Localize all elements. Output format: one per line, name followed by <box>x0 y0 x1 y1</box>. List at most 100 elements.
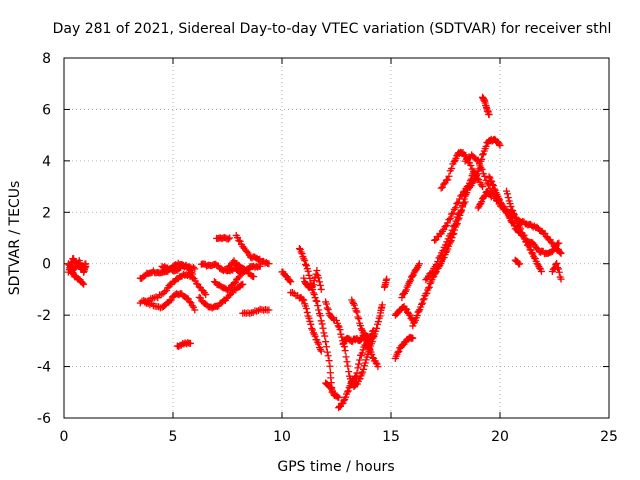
data-point <box>476 160 484 168</box>
data-point <box>554 264 562 272</box>
data-point <box>300 296 308 304</box>
data-point <box>302 260 310 268</box>
data-point <box>343 358 351 366</box>
data-point <box>306 274 314 282</box>
data-point <box>556 249 564 257</box>
data-point <box>356 322 364 330</box>
data-point <box>183 294 191 302</box>
data-point <box>395 347 403 355</box>
data-point <box>322 338 330 346</box>
data-point <box>437 184 445 192</box>
data-point <box>480 192 488 200</box>
y-tick-label: -6 <box>37 411 51 427</box>
data-point <box>286 277 294 285</box>
data-point <box>316 312 324 320</box>
data-point <box>315 340 323 348</box>
data-point <box>315 306 323 314</box>
data-point <box>360 365 368 373</box>
data-point <box>541 230 549 238</box>
data-point <box>265 260 273 268</box>
data-point <box>496 141 504 149</box>
data-point <box>357 325 365 333</box>
data-point <box>299 295 307 303</box>
data-point <box>310 291 318 299</box>
data-point <box>350 301 358 309</box>
data-point <box>444 235 452 243</box>
data-point <box>311 294 319 302</box>
data-point <box>323 304 331 312</box>
data-point <box>495 194 503 202</box>
data-point <box>305 271 313 279</box>
x-tick-label: 10 <box>273 429 291 445</box>
chart-title: Day 281 of 2021, Sidereal Day-to-day VTE… <box>53 21 612 37</box>
data-point <box>256 262 264 270</box>
data-point <box>352 307 360 315</box>
data-point <box>202 291 210 299</box>
data-point <box>528 249 536 257</box>
data-point <box>448 210 456 218</box>
data-point <box>485 173 493 181</box>
data-point <box>230 279 238 287</box>
data-point <box>355 315 363 323</box>
data-point <box>359 329 367 337</box>
data-point <box>446 214 454 222</box>
data-point <box>324 352 332 360</box>
data-point <box>439 247 447 255</box>
data-point <box>310 277 318 285</box>
data-point <box>467 162 475 169</box>
data-point <box>516 225 524 233</box>
data-point <box>374 363 382 371</box>
data-point <box>343 388 351 396</box>
data-point <box>82 262 90 270</box>
data-point <box>361 333 369 341</box>
x-tick-label: 20 <box>491 429 509 445</box>
data-point <box>317 347 325 355</box>
data-point <box>250 273 258 281</box>
y-tick-label: 4 <box>42 154 51 170</box>
data-point <box>334 322 342 330</box>
x-tick-label: 0 <box>60 429 69 445</box>
data-point <box>326 362 334 370</box>
data-point <box>487 193 495 201</box>
data-point <box>557 275 565 283</box>
data-point <box>354 364 362 372</box>
data-point <box>529 239 537 247</box>
data-point <box>330 316 338 324</box>
data-point <box>420 295 428 303</box>
data-point <box>287 278 295 286</box>
y-tick-label: 2 <box>42 205 51 221</box>
data-point <box>445 216 453 224</box>
data-point <box>489 182 497 190</box>
data-points <box>64 93 565 412</box>
data-point <box>555 268 563 276</box>
data-point <box>489 181 497 189</box>
data-point <box>479 151 487 159</box>
data-point <box>479 183 487 191</box>
y-tick-label: 0 <box>42 257 51 273</box>
data-point <box>454 198 462 206</box>
data-point <box>320 329 328 337</box>
data-point <box>368 350 376 358</box>
data-point <box>424 284 432 292</box>
data-point <box>318 320 326 328</box>
data-point <box>547 238 555 246</box>
data-point <box>444 219 452 227</box>
data-point <box>413 312 421 320</box>
data-point <box>461 198 469 206</box>
data-point <box>329 315 337 323</box>
y-tick-label: -2 <box>37 308 51 324</box>
data-point <box>166 297 174 305</box>
data-point <box>449 209 457 217</box>
data-point <box>419 296 427 304</box>
data-point <box>418 299 426 307</box>
data-point <box>436 252 444 260</box>
data-point <box>323 348 331 356</box>
data-point <box>438 183 446 191</box>
data-point <box>191 306 199 314</box>
data-point <box>533 244 541 252</box>
data-point <box>243 248 251 256</box>
data-point <box>76 259 84 267</box>
data-point <box>503 190 511 198</box>
data-point <box>345 368 353 376</box>
